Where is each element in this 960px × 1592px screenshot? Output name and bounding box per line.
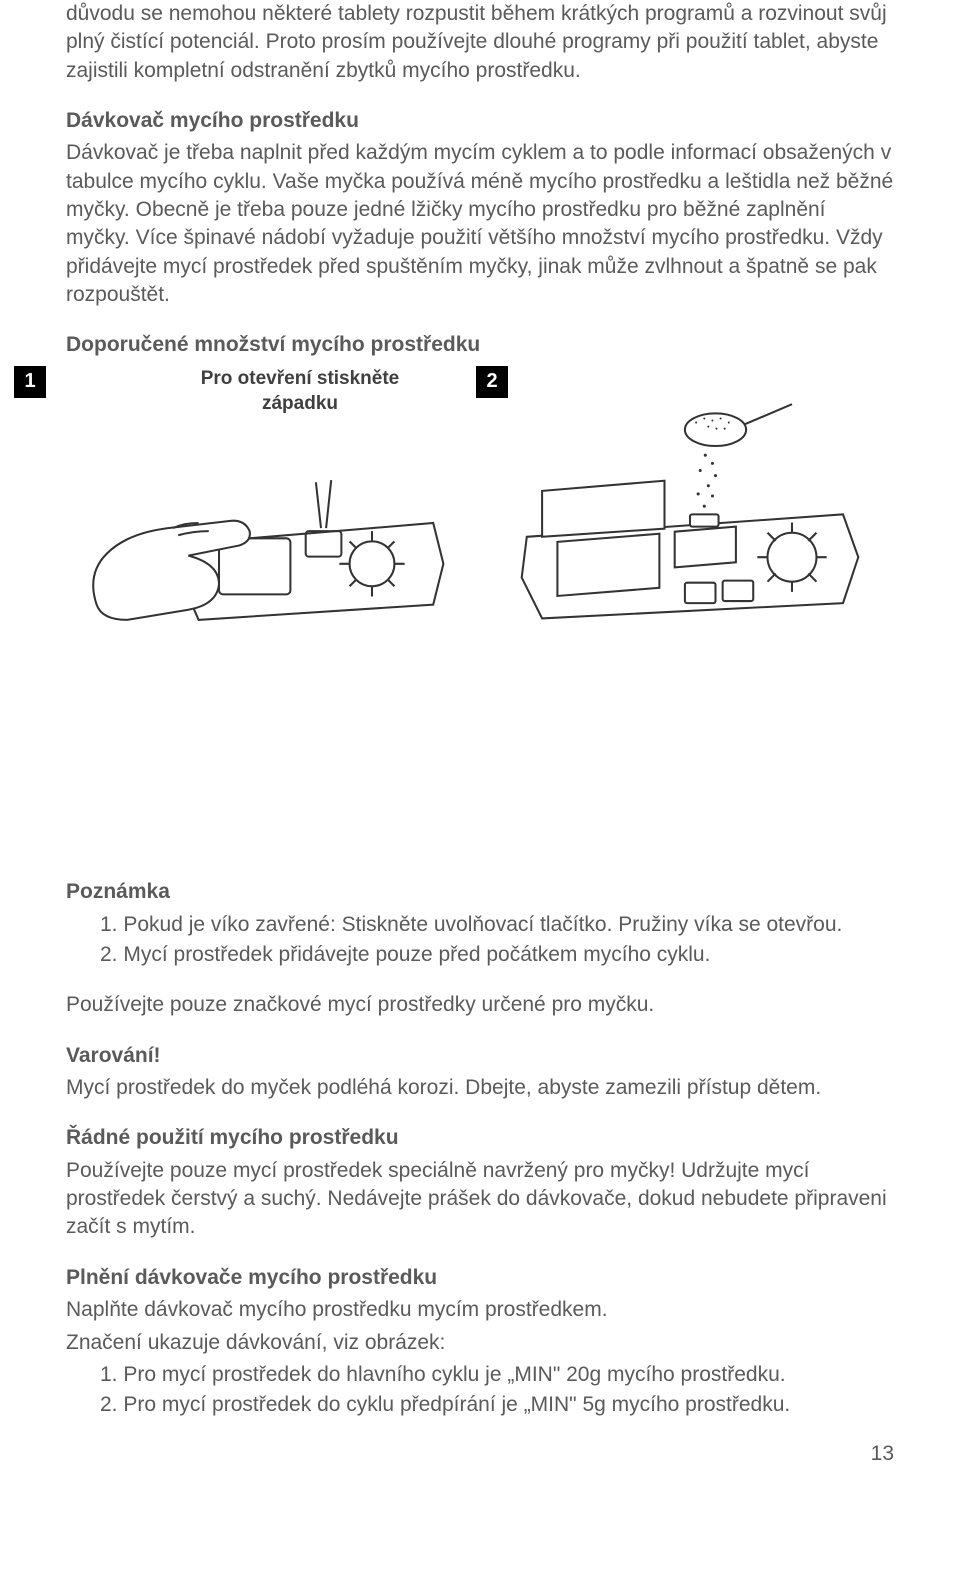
dispenser-fill-icon bbox=[486, 394, 894, 629]
figure-row: 1 Pro otevření stiskněte západku bbox=[66, 366, 894, 629]
brand-only-text: Používejte pouze značkové mycí prostředk… bbox=[66, 991, 894, 1019]
intro-paragraph: důvodu se nemohou některé tablety rozpus… bbox=[66, 0, 894, 85]
warning-section: Varování! Mycí prostředek do myček podlé… bbox=[66, 1042, 894, 1103]
figure-1-caption-line-2: západku bbox=[126, 393, 474, 416]
figure-1-badge: 1 bbox=[14, 366, 46, 398]
note-section: Poznámka 1. Pokud je víko zavřené: Stisk… bbox=[66, 878, 894, 969]
warning-body: Mycí prostředek do myček podléhá korozi.… bbox=[66, 1074, 894, 1102]
warning-heading: Varování! bbox=[66, 1042, 894, 1070]
filling-section: Plnění dávkovače mycího prostředku Naplň… bbox=[66, 1264, 894, 1420]
filling-item-2: 2. Pro mycí prostředek do cyklu předpírá… bbox=[100, 1391, 894, 1419]
note-item-1: 1. Pokud je víko zavřené: Stiskněte uvol… bbox=[100, 911, 894, 939]
recommended-heading: Doporučené množství mycího prostředku bbox=[66, 331, 894, 359]
filling-list: 1. Pro mycí prostředek do hlavního cyklu… bbox=[66, 1361, 894, 1420]
filling-item-1: 1. Pro mycí prostředek do hlavního cyklu… bbox=[100, 1361, 894, 1389]
dispenser-open-icon bbox=[66, 421, 474, 625]
note-heading: Poznámka bbox=[66, 878, 894, 906]
proper-use-heading: Řádné použití mycího prostředku bbox=[66, 1124, 894, 1152]
filling-line-2: Značení ukazuje dávkování, viz obrázek: bbox=[66, 1329, 894, 1357]
brand-only-section: Používejte pouze značkové mycí prostředk… bbox=[66, 991, 894, 1019]
figure-2: 2 bbox=[486, 366, 894, 629]
page-number: 13 bbox=[66, 1442, 894, 1466]
note-item-2: 2. Mycí prostředek přidávejte pouze před… bbox=[100, 941, 894, 969]
dispenser-section: Dávkovač mycího prostředku Dávkovač je t… bbox=[66, 107, 894, 309]
dispenser-heading: Dávkovač mycího prostředku bbox=[66, 107, 894, 135]
figure-1: 1 Pro otevření stiskněte západku bbox=[66, 366, 474, 629]
figure-2-badge: 2 bbox=[476, 366, 508, 398]
note-list: 1. Pokud je víko zavřené: Stiskněte uvol… bbox=[66, 911, 894, 970]
proper-use-body: Používejte pouze mycí prostředek speciál… bbox=[66, 1157, 894, 1242]
filling-line-1: Naplňte dávkovač mycího prostředku mycím… bbox=[66, 1296, 894, 1324]
intro-section: důvodu se nemohou některé tablety rozpus… bbox=[66, 0, 894, 85]
proper-use-section: Řádné použití mycího prostředku Používej… bbox=[66, 1124, 894, 1241]
filling-heading: Plnění dávkovače mycího prostředku bbox=[66, 1264, 894, 1292]
figure-1-caption-line-1: Pro otevření stiskněte bbox=[126, 368, 474, 391]
document-page: důvodu se nemohou některé tablety rozpus… bbox=[0, 0, 960, 1496]
dispenser-body: Dávkovač je třeba naplnit před každým my… bbox=[66, 139, 894, 309]
